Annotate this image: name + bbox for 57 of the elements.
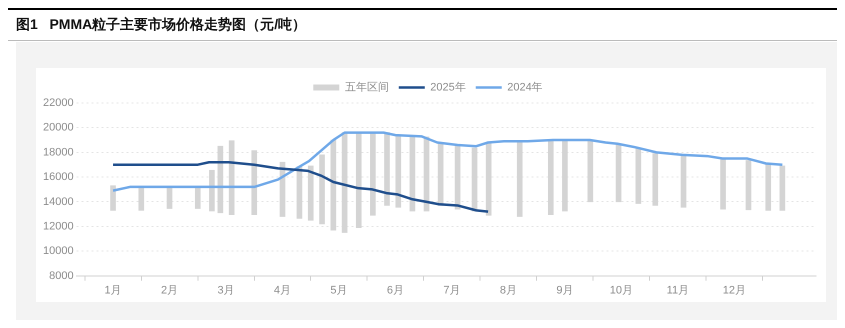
- y-tick-label: 18000: [42, 146, 74, 158]
- bar: [562, 139, 568, 212]
- bar: [110, 185, 116, 211]
- bar: [218, 146, 224, 214]
- bar: [209, 170, 215, 212]
- bar: [356, 132, 362, 228]
- x-tick-label: 2月: [160, 284, 178, 296]
- bar: [395, 135, 402, 208]
- bar: [516, 142, 523, 217]
- y-tick-label: 10000: [42, 245, 74, 258]
- x-tick-label: 5月: [330, 284, 348, 296]
- y-tick-label: 22000: [42, 97, 74, 110]
- bar: [780, 166, 786, 211]
- legend-label: 2025年: [430, 82, 466, 94]
- y-tick-label: 16000: [42, 171, 74, 184]
- y-tick-label: 14000: [42, 196, 74, 208]
- x-tick-label: 7月: [443, 284, 461, 296]
- x-tick-label: 11月: [666, 284, 690, 296]
- bar: [746, 160, 752, 210]
- bar: [454, 146, 460, 210]
- bar: [308, 166, 314, 221]
- x-tick-label: 4月: [274, 284, 292, 296]
- bar: [548, 140, 554, 216]
- bar: [384, 132, 390, 206]
- y-tick-label: 8000: [49, 270, 74, 282]
- legend-label: 五年区间: [344, 82, 389, 94]
- bar: [296, 166, 302, 219]
- chart-title: 图1 PMMA粒子主要市场价格走势图（元/吨）: [8, 8, 837, 41]
- bar: [680, 155, 686, 208]
- bar: [342, 132, 348, 233]
- bar: [636, 148, 642, 204]
- bar: [251, 150, 258, 216]
- bar: [720, 159, 726, 210]
- bar: [472, 148, 478, 212]
- bar: [330, 140, 336, 230]
- bar: [616, 144, 622, 202]
- x-tick-label: 1月: [104, 284, 122, 296]
- bar: [652, 153, 658, 206]
- x-tick-label: 6月: [386, 284, 404, 296]
- x-tick-label: 8月: [500, 284, 517, 296]
- bar: [486, 143, 492, 216]
- bar: [410, 136, 416, 212]
- bar: [424, 136, 430, 212]
- legend-label: 2024年: [507, 82, 543, 94]
- bar: [438, 143, 444, 206]
- bar: [228, 140, 234, 216]
- x-tick-label: 10月: [610, 284, 634, 296]
- bar: [138, 188, 144, 211]
- x-tick-label: 3月: [217, 284, 235, 296]
- bar: [587, 140, 594, 202]
- x-tick-label: 12月: [722, 284, 746, 296]
- bar: [370, 132, 376, 216]
- bar: [765, 164, 772, 211]
- y-tick-label: 12000: [42, 220, 74, 232]
- bar: [319, 154, 325, 224]
- x-tick-label: 9月: [556, 284, 574, 296]
- y-tick-label: 20000: [42, 122, 74, 134]
